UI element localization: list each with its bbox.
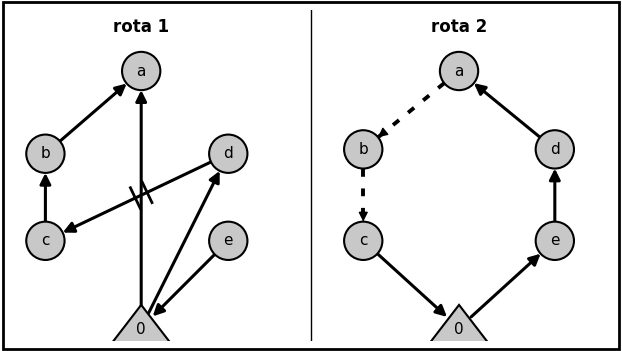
Text: c: c	[359, 233, 368, 248]
Text: c: c	[41, 233, 50, 248]
Text: b: b	[40, 146, 50, 161]
Circle shape	[209, 221, 248, 260]
Circle shape	[536, 221, 574, 260]
Text: 0: 0	[136, 322, 146, 337]
Circle shape	[122, 52, 160, 90]
Text: e: e	[550, 233, 560, 248]
Text: a: a	[454, 64, 464, 79]
Circle shape	[344, 221, 383, 260]
Circle shape	[26, 134, 65, 173]
Circle shape	[344, 130, 383, 168]
Text: rota 1: rota 1	[113, 19, 169, 37]
Circle shape	[440, 52, 478, 90]
Text: d: d	[223, 146, 233, 161]
Circle shape	[209, 134, 248, 173]
Circle shape	[26, 221, 65, 260]
Text: rota 2: rota 2	[431, 19, 487, 37]
Circle shape	[536, 130, 574, 168]
Polygon shape	[113, 305, 170, 342]
Text: 0: 0	[454, 322, 464, 337]
Polygon shape	[430, 305, 488, 342]
Text: d: d	[550, 142, 560, 157]
Text: e: e	[223, 233, 233, 248]
Text: b: b	[358, 142, 368, 157]
Text: a: a	[136, 64, 146, 79]
